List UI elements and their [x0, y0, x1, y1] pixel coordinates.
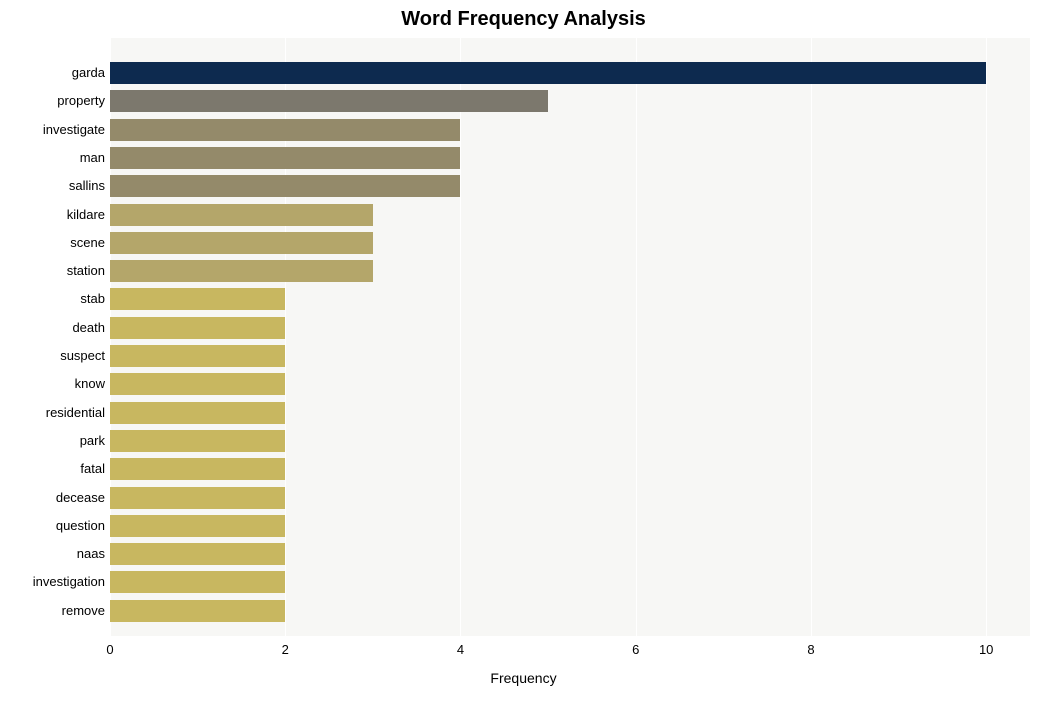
- bar: [110, 345, 285, 367]
- bar: [110, 62, 986, 84]
- y-tick-label: residential: [46, 402, 105, 424]
- y-tick-label: decease: [56, 487, 105, 509]
- y-tick-label: sallins: [69, 175, 105, 197]
- y-tick-label: remove: [62, 600, 105, 622]
- grid-line: [811, 38, 812, 636]
- y-tick-label: kildare: [67, 204, 105, 226]
- grid-line: [460, 38, 461, 636]
- chart-title: Word Frequency Analysis: [0, 8, 1047, 31]
- x-tick-label: 8: [807, 642, 814, 657]
- y-tick-label: suspect: [60, 345, 105, 367]
- plot-area: [110, 38, 1030, 636]
- y-tick-label: investigation: [33, 571, 105, 593]
- grid-line: [986, 38, 987, 636]
- x-tick-label: 4: [457, 642, 464, 657]
- bar: [110, 458, 285, 480]
- y-tick-label: garda: [72, 62, 105, 84]
- y-tick-label: death: [72, 317, 105, 339]
- x-tick-label: 0: [106, 642, 113, 657]
- bar: [110, 147, 460, 169]
- x-axis-label: Frequency: [0, 670, 1047, 686]
- y-tick-label: know: [75, 373, 105, 395]
- y-tick-label: naas: [77, 543, 105, 565]
- bar: [110, 543, 285, 565]
- bar: [110, 317, 285, 339]
- bar: [110, 487, 285, 509]
- bar: [110, 90, 548, 112]
- bar: [110, 515, 285, 537]
- bar: [110, 260, 373, 282]
- bar: [110, 402, 285, 424]
- bar: [110, 204, 373, 226]
- bar: [110, 119, 460, 141]
- y-tick-label: investigate: [43, 119, 105, 141]
- y-tick-label: fatal: [80, 458, 105, 480]
- y-tick-label: property: [57, 90, 105, 112]
- y-tick-label: question: [56, 515, 105, 537]
- bar: [110, 373, 285, 395]
- y-tick-label: park: [80, 430, 105, 452]
- bar: [110, 175, 460, 197]
- chart-container: Word Frequency Analysis Frequency garda p…: [0, 0, 1047, 701]
- y-tick-label: man: [80, 147, 105, 169]
- x-tick-label: 10: [979, 642, 993, 657]
- y-tick-label: station: [67, 260, 105, 282]
- y-tick-label: scene: [70, 232, 105, 254]
- bar: [110, 430, 285, 452]
- bar: [110, 288, 285, 310]
- bar: [110, 600, 285, 622]
- bar: [110, 571, 285, 593]
- bar: [110, 232, 373, 254]
- x-tick-label: 6: [632, 642, 639, 657]
- y-tick-label: stab: [80, 288, 105, 310]
- grid-line: [636, 38, 637, 636]
- x-tick-label: 2: [282, 642, 289, 657]
